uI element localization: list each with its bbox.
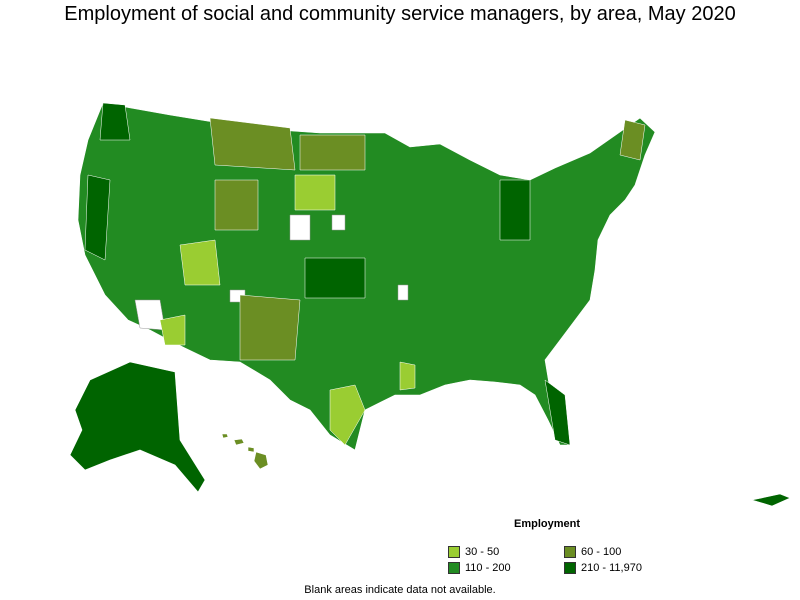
- high-employment-areas: [84, 102, 571, 446]
- legend-label: 30 - 50: [465, 546, 500, 558]
- legend-swatch: [564, 562, 576, 574]
- footnote: Blank areas indicate data not available.: [304, 584, 496, 596]
- legend-swatch: [448, 562, 460, 574]
- hawaii-region: [221, 433, 269, 470]
- legend-label: 60 - 100: [581, 546, 622, 558]
- legend-label: 210 - 11,970: [581, 562, 642, 574]
- legend-item-60-100: 60 - 100: [564, 546, 621, 558]
- legend-item-110-200: 110 - 200: [448, 562, 511, 574]
- legend-swatch: [564, 546, 576, 558]
- no-data-areas: [134, 214, 409, 331]
- legend-label: 110 - 200: [465, 562, 511, 574]
- alaska-region: [69, 361, 206, 493]
- puerto-rico-region: [751, 493, 791, 507]
- map-title: Employment of social and community servi…: [64, 3, 736, 25]
- low-employment-areas: [159, 174, 416, 446]
- legend-item-210-11970: 210 - 11,970: [564, 562, 642, 574]
- mid-employment-areas: [209, 117, 646, 361]
- legend-title: Employment: [514, 518, 581, 530]
- legend-item-30-50: 30 - 50: [448, 546, 499, 558]
- legend-swatch: [448, 546, 460, 558]
